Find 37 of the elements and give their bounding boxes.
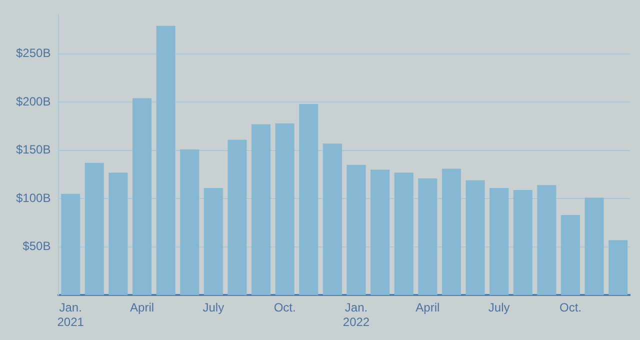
bar xyxy=(132,98,152,296)
bar xyxy=(108,172,128,296)
y-tick-label: $150B xyxy=(16,142,51,157)
x-tick-label: Jan. 2022 xyxy=(342,300,370,330)
bar xyxy=(466,180,485,296)
bar xyxy=(584,198,604,296)
y-tick-label: $100B xyxy=(16,190,51,205)
y-tick-label: $50B xyxy=(22,239,51,254)
x-tick-label: July xyxy=(202,300,224,315)
x-tick-label: Jan. 2021 xyxy=(57,300,84,330)
bar xyxy=(394,172,414,296)
bar xyxy=(560,215,580,296)
bar xyxy=(61,194,80,296)
bar xyxy=(346,164,366,296)
bar xyxy=(608,240,628,296)
x-tick-label: April xyxy=(130,300,154,315)
x-tick-label: Oct. xyxy=(559,300,582,315)
bar xyxy=(370,170,390,296)
bar xyxy=(228,140,247,296)
x-tick-label: Oct. xyxy=(274,300,296,315)
bar xyxy=(275,123,294,296)
x-tick-label: July xyxy=(488,300,510,315)
bar xyxy=(156,26,176,296)
bar xyxy=(442,168,461,296)
bar xyxy=(418,178,438,296)
bar xyxy=(252,124,271,296)
y-tick-label: $200B xyxy=(16,94,51,108)
bar xyxy=(84,162,104,296)
bar xyxy=(180,149,200,296)
bar xyxy=(204,188,223,296)
bar xyxy=(299,104,318,296)
x-tick-label: April xyxy=(416,300,440,315)
bar xyxy=(490,188,509,296)
bar xyxy=(513,190,532,296)
bar xyxy=(537,185,556,296)
y-tick-label: $250B xyxy=(16,46,51,60)
bar xyxy=(322,144,342,296)
